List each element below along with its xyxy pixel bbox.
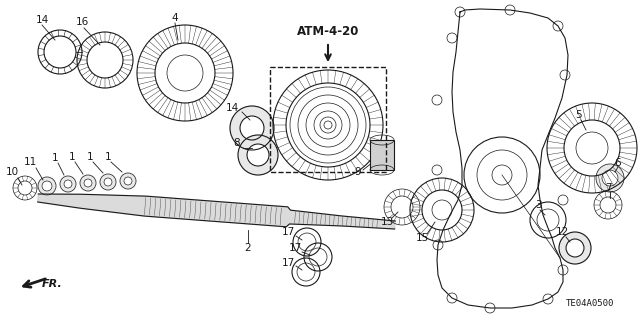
Circle shape (240, 116, 264, 140)
Polygon shape (38, 194, 396, 229)
Bar (270, 67, 386, 172)
Text: 7: 7 (605, 183, 611, 193)
Circle shape (602, 170, 618, 186)
Circle shape (596, 164, 624, 192)
Text: 1: 1 (105, 152, 111, 162)
Circle shape (566, 239, 584, 257)
Text: 3: 3 (534, 200, 541, 210)
Text: 1: 1 (52, 153, 58, 163)
Circle shape (64, 180, 72, 188)
Text: 1: 1 (68, 152, 76, 162)
Text: 12: 12 (556, 227, 568, 237)
Circle shape (60, 176, 76, 192)
Circle shape (84, 179, 92, 187)
Text: 9: 9 (355, 167, 362, 177)
Circle shape (120, 173, 136, 189)
Text: TE04A0500: TE04A0500 (566, 299, 614, 308)
Bar (370, 140, 394, 170)
Circle shape (304, 243, 332, 271)
Circle shape (559, 232, 591, 264)
Circle shape (247, 144, 269, 166)
Circle shape (309, 248, 327, 266)
Circle shape (104, 178, 112, 186)
Circle shape (38, 30, 82, 74)
Text: 1: 1 (86, 152, 93, 162)
Text: 4: 4 (172, 13, 179, 23)
Text: 13: 13 (380, 217, 394, 227)
Text: 17: 17 (282, 227, 294, 237)
Circle shape (80, 175, 96, 191)
Text: 14: 14 (225, 103, 239, 113)
Circle shape (297, 263, 315, 281)
Text: 6: 6 (614, 158, 621, 168)
Circle shape (230, 106, 274, 150)
Circle shape (100, 174, 116, 190)
Circle shape (298, 233, 316, 251)
Circle shape (42, 181, 52, 191)
Circle shape (124, 177, 132, 185)
Circle shape (292, 258, 320, 286)
Text: 14: 14 (35, 15, 49, 25)
Text: 10: 10 (5, 167, 19, 177)
Text: 15: 15 (415, 233, 429, 243)
Text: FR.: FR. (42, 279, 63, 289)
Text: 11: 11 (24, 157, 36, 167)
Text: ATM-4-20: ATM-4-20 (297, 25, 359, 38)
Text: 8: 8 (234, 138, 240, 148)
Text: 16: 16 (76, 17, 88, 27)
Text: 2: 2 (244, 243, 252, 253)
Text: 17: 17 (282, 258, 294, 268)
Circle shape (38, 177, 56, 195)
Circle shape (293, 228, 321, 256)
Text: 5: 5 (575, 110, 581, 120)
Circle shape (238, 135, 278, 175)
Circle shape (44, 36, 76, 68)
Text: 17: 17 (289, 243, 301, 253)
